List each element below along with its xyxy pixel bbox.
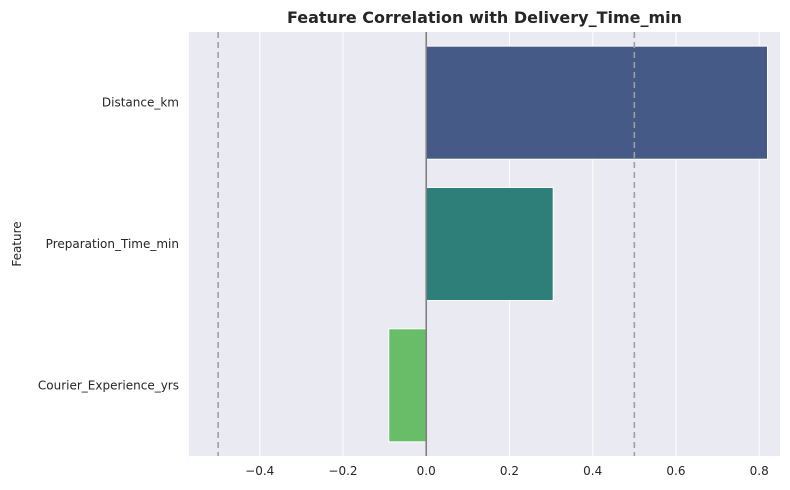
x-tick-label-3: 0.2 xyxy=(500,464,519,478)
x-tick-label-4: 0.4 xyxy=(583,464,602,478)
chart-title: Feature Correlation with Delivery_Time_m… xyxy=(287,8,682,27)
bar-courier-experience-yrs xyxy=(388,328,427,443)
bar-preparation-time-min xyxy=(425,186,554,302)
category-label-1: Preparation_Time_min xyxy=(46,237,179,251)
x-tick-label-6: 0.8 xyxy=(750,464,769,478)
x-tick-label-5: 0.6 xyxy=(666,464,685,478)
category-label-2: Courier_Experience_yrs xyxy=(38,378,179,392)
x-tick-label-0: −0.4 xyxy=(245,464,274,478)
x-tick-label-2: 0.0 xyxy=(417,464,436,478)
x-tick-labels: −0.4 −0.2 0.0 0.2 0.4 0.6 0.8 xyxy=(245,464,769,478)
x-tick-label-1: −0.2 xyxy=(328,464,357,478)
reference-lines xyxy=(217,32,636,456)
category-label-0: Distance_km xyxy=(102,96,179,110)
y-axis-label: Feature xyxy=(10,221,24,266)
bars xyxy=(388,45,769,443)
bar-distance-km xyxy=(425,45,769,160)
category-labels: Distance_km Preparation_Time_min Courier_E… xyxy=(38,96,179,393)
